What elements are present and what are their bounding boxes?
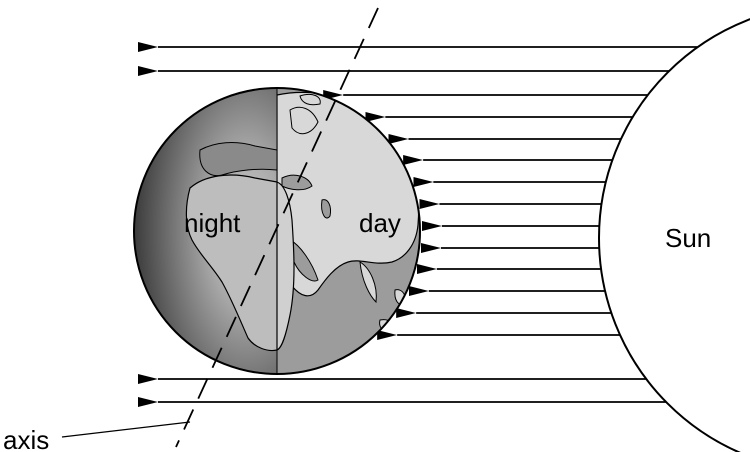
axis-leader-line [61, 421, 191, 438]
sun [598, 18, 750, 452]
sun-rays [138, 42, 698, 407]
sun-label: Sun [665, 223, 711, 253]
night-label: night [184, 208, 241, 238]
axis-label: axis [3, 425, 49, 452]
day-label: day [359, 208, 401, 238]
sun-disc-icon [598, 18, 750, 452]
rotation-axis [175, 7, 379, 448]
night-landmass [185, 174, 277, 352]
